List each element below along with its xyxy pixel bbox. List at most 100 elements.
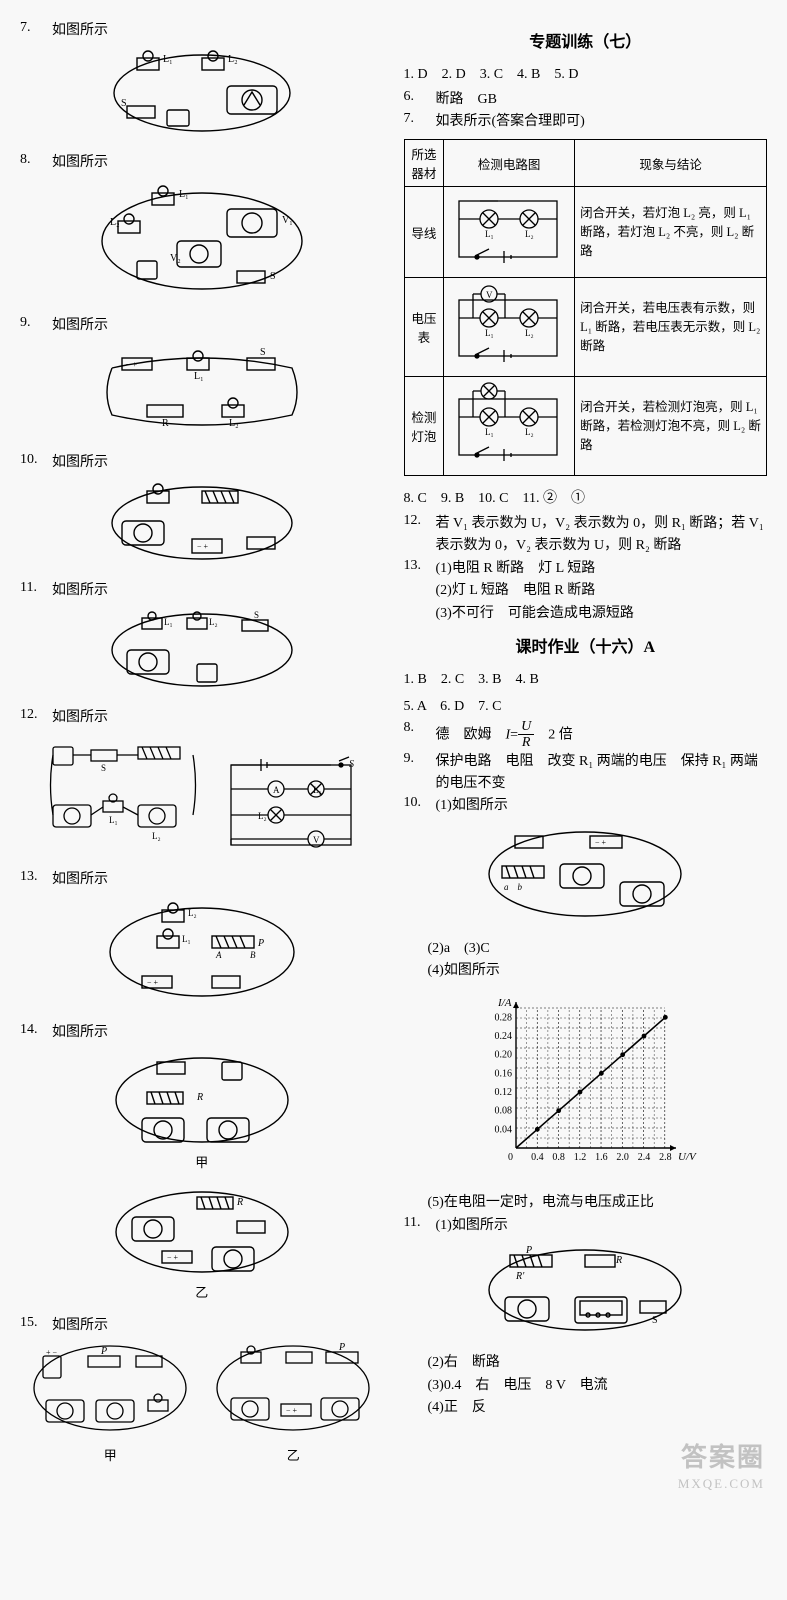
q10: 10.如图所示 − + bbox=[20, 452, 384, 565]
svg-text:L₂: L₂ bbox=[229, 418, 239, 429]
svg-text:R: R bbox=[196, 1092, 203, 1103]
svg-text:0: 0 bbox=[508, 1152, 513, 1163]
svg-text:V₁: V₁ bbox=[282, 215, 293, 226]
q9-figure: − + L₁ S R L₂ bbox=[20, 343, 384, 438]
svg-text:P: P bbox=[338, 1342, 345, 1353]
svg-text:S: S bbox=[270, 271, 276, 282]
q15-caption-b: 乙 bbox=[211, 1445, 376, 1464]
svg-text:L₁: L₁ bbox=[485, 328, 494, 338]
q15-figure: + − P 甲 P bbox=[20, 1338, 384, 1464]
q7: 7. 如图所示 L₁ L₂ S bbox=[20, 20, 384, 138]
svg-text:S: S bbox=[254, 610, 259, 620]
svg-text:B: B bbox=[250, 950, 256, 960]
keshi-ans10-2-3: (2)a (3)C bbox=[404, 938, 768, 960]
keshi-ans9: 保护电路 电阻 改变 R₁ 两端的电压 保持 R₁ 两端的电压不变 bbox=[436, 751, 768, 796]
svg-text:− +: − + bbox=[126, 360, 138, 369]
keshi-ans11-4: (4)正 反 bbox=[404, 1397, 768, 1419]
q13-figure: L₂ L₁ P A B − + bbox=[20, 898, 384, 1008]
q15: 15.如图所示 + − P 甲 bbox=[20, 1315, 384, 1463]
q14: 14.如图所示 R 甲 R − + bbox=[20, 1022, 384, 1301]
svg-text:− +: − + bbox=[595, 838, 607, 847]
row3-circuit-figure: L₁ L₂ bbox=[444, 377, 575, 476]
svg-text:I/A: I/A bbox=[497, 997, 512, 1009]
keshi-ans8: 德 欧姆 I=UR 2 倍 bbox=[436, 720, 768, 750]
svg-text:L₂: L₂ bbox=[209, 617, 218, 627]
ans-8-11: 8. C 9. B 10. C 11. ② ① bbox=[404, 486, 768, 513]
svg-text:− +: − + bbox=[147, 978, 159, 987]
svg-text:0.8: 0.8 bbox=[553, 1152, 566, 1163]
svg-text:U/V: U/V bbox=[678, 1151, 697, 1163]
q14-figure-a: R 甲 bbox=[20, 1050, 384, 1171]
svg-text:+ −: + − bbox=[46, 1348, 58, 1357]
svg-text:0.12: 0.12 bbox=[495, 1087, 513, 1098]
svg-text:L₂: L₂ bbox=[228, 54, 238, 65]
q12-figure: S L₁ L₂ S A L₁ L₂ V bbox=[20, 735, 384, 855]
svg-text:2.0: 2.0 bbox=[617, 1152, 630, 1163]
svg-text:L₂: L₂ bbox=[152, 831, 161, 841]
svg-text:0.16: 0.16 bbox=[495, 1069, 513, 1080]
svg-text:2.8: 2.8 bbox=[659, 1152, 672, 1163]
svg-text:P: P bbox=[257, 938, 264, 949]
svg-text:R': R' bbox=[515, 1271, 525, 1282]
q14-caption-a: 甲 bbox=[195, 1152, 208, 1171]
svg-text:L₂: L₂ bbox=[525, 229, 534, 239]
svg-text:L₁: L₁ bbox=[194, 371, 204, 382]
svg-text:R: R bbox=[236, 1197, 243, 1208]
svg-text:0.20: 0.20 bbox=[495, 1050, 513, 1061]
svg-text:1.6: 1.6 bbox=[595, 1152, 608, 1163]
q8: 8. 如图所示 L₁ L₂ V₁ V₂ S bbox=[20, 152, 384, 300]
check-table: 所选器材 检测电路图 现象与结论 导线 L₁ L₂ bbox=[404, 139, 768, 476]
svg-text:0.24: 0.24 bbox=[495, 1031, 513, 1042]
q10-figure: − + bbox=[20, 481, 384, 566]
svg-text:P: P bbox=[525, 1245, 532, 1256]
left-column: 7. 如图所示 L₁ L₂ S 8. 如图所示 bbox=[20, 20, 384, 1478]
q8-figure: L₁ L₂ V₁ V₂ S bbox=[20, 181, 384, 301]
svg-text:L₁: L₁ bbox=[163, 54, 173, 65]
ans-7: 如表所示(答案合理即可) bbox=[436, 111, 768, 133]
q9: 9.如图所示 − + L₁ S R L₂ bbox=[20, 315, 384, 438]
svg-text:V₂: V₂ bbox=[170, 253, 181, 264]
ans-1-5: 1. D 2. D 3. C 4. B 5. D bbox=[404, 62, 768, 89]
keshi-10-figure: − + a b bbox=[404, 824, 768, 924]
svg-text:S: S bbox=[349, 759, 354, 770]
svg-text:A: A bbox=[215, 950, 222, 960]
keshi-ans10-4: (4)如图所示 bbox=[404, 960, 768, 982]
q7-figure: L₁ L₂ S bbox=[20, 48, 384, 138]
svg-text:− +: − + bbox=[167, 1253, 179, 1262]
ans-12: 若 V₁ 表示数为 U，V₂ 表示数为 0，则 R₁ 断路；若 V₁ 表示数为 … bbox=[436, 513, 768, 558]
svg-text:V: V bbox=[313, 835, 320, 845]
svg-text:S: S bbox=[101, 763, 106, 773]
q11: 11.如图所示 L₁ L₂ S bbox=[20, 580, 384, 693]
row2-circuit-figure: V L₁ L₂ bbox=[444, 278, 575, 377]
q14-caption-b: 乙 bbox=[195, 1282, 208, 1301]
svg-text:L₂: L₂ bbox=[258, 811, 267, 821]
svg-text:L₂: L₂ bbox=[525, 328, 534, 338]
ans-6: 断路 GB bbox=[436, 89, 768, 111]
q13: 13.如图所示 L₂ L₁ P A B − + bbox=[20, 869, 384, 1007]
svg-text:− +: − + bbox=[197, 542, 209, 551]
svg-text:1.2: 1.2 bbox=[574, 1152, 587, 1163]
iv-chart: 0.040.080.120.160.200.240.28I/A0.40.81.2… bbox=[404, 988, 768, 1178]
svg-text:0.4: 0.4 bbox=[531, 1152, 544, 1163]
svg-text:0.04: 0.04 bbox=[495, 1125, 513, 1136]
svg-text:L₂: L₂ bbox=[188, 908, 197, 918]
svg-text:L₁: L₁ bbox=[485, 229, 494, 239]
svg-text:S: S bbox=[121, 98, 127, 109]
right-column: 专题训练（七） 1. D 2. D 3. C 4. B 5. D 6. 断路 G… bbox=[404, 20, 768, 1478]
svg-text:L₁: L₁ bbox=[485, 427, 494, 437]
svg-text:R: R bbox=[615, 1255, 622, 1266]
svg-text:L₂: L₂ bbox=[525, 427, 534, 437]
q14-figure-b: R − + 乙 bbox=[20, 1185, 384, 1301]
watermark-url: MXQE.COM bbox=[678, 1476, 765, 1492]
heading-zhuanti: 专题训练（七） bbox=[404, 28, 768, 52]
svg-text:A: A bbox=[273, 785, 280, 795]
svg-text:L₁: L₁ bbox=[182, 934, 191, 944]
q12: 12.如图所示 S L₁ L₂ S bbox=[20, 707, 384, 855]
svg-text:R: R bbox=[162, 418, 169, 429]
svg-text:L₁: L₁ bbox=[179, 189, 189, 200]
svg-text:P: P bbox=[100, 1346, 107, 1357]
keshi-ans11-1: (1)如图所示 bbox=[436, 1215, 768, 1237]
svg-text:S: S bbox=[260, 347, 266, 358]
ans-13: (1)电阻 R 断路 灯 L 短路 (2)灯 L 短路 电阻 R 断路 (3)不… bbox=[436, 558, 768, 625]
svg-text:a b: a b bbox=[504, 882, 523, 892]
